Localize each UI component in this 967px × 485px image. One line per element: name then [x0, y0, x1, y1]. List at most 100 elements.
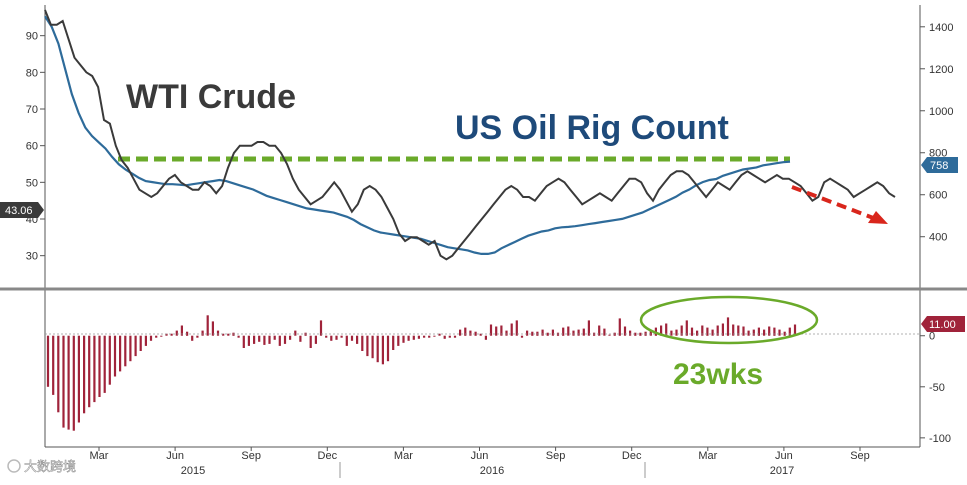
change-bar [366, 335, 369, 357]
change-bar [670, 330, 673, 336]
year-tick-label: 2017 [770, 465, 794, 477]
change-bar [747, 330, 750, 336]
change-tag-bg [921, 316, 965, 332]
change-bar [448, 335, 451, 338]
change-bar [726, 317, 730, 336]
change-bar [57, 335, 60, 413]
change-bar [551, 329, 554, 336]
change-bar [113, 335, 117, 377]
change-bar [149, 335, 153, 341]
change-bar [459, 329, 462, 336]
month-tick-label: Mar [698, 450, 717, 462]
month-tick-label: Dec [318, 450, 338, 462]
change-bar [412, 335, 415, 340]
change-bar [623, 326, 627, 336]
change-bar [139, 335, 142, 351]
change-bar [716, 325, 719, 336]
change-bar [752, 329, 755, 336]
change-bar [103, 335, 106, 393]
change-bar [546, 332, 549, 336]
change-bar [294, 330, 297, 336]
change-bar [278, 335, 281, 346]
change-bar [417, 335, 420, 339]
change-bar [325, 335, 328, 338]
change-bar [783, 331, 786, 336]
change-bar [711, 329, 714, 336]
change-bar [603, 328, 606, 336]
change-bar [562, 327, 565, 336]
left-tick-label: 30 [26, 251, 38, 263]
change-bar [196, 335, 199, 338]
change-bar [62, 335, 65, 428]
change-bar [144, 335, 147, 346]
right-tick-label: 400 [929, 232, 947, 244]
change-bar [742, 326, 745, 336]
change-bar [479, 333, 482, 336]
change-bar [108, 335, 111, 385]
change-bar [201, 330, 204, 336]
change-bar [706, 327, 709, 336]
change-bar [489, 324, 493, 336]
change-bar [93, 335, 96, 403]
change-bar [124, 335, 127, 367]
change-bar [680, 325, 683, 336]
change-bar [67, 335, 70, 430]
change-bar [520, 335, 524, 338]
change-bar [392, 335, 395, 350]
change-bar [170, 333, 173, 336]
right-tick-label: 1000 [929, 106, 953, 118]
change-bar [634, 332, 637, 336]
year-tick-label: 2016 [480, 465, 504, 477]
change-bar [98, 335, 101, 397]
watermark: 大数跨境 [7, 459, 76, 474]
change-bar [253, 335, 256, 344]
change-bar [119, 335, 122, 372]
change-tick-label: -100 [929, 433, 951, 445]
change-bar [696, 330, 699, 336]
change-bar [371, 335, 374, 359]
change-bar [319, 320, 323, 336]
change-bar [386, 335, 390, 362]
change-bar [690, 327, 694, 336]
rig-tag-value: 758 [930, 160, 948, 172]
change-bar [773, 327, 776, 336]
change-bar [381, 335, 384, 365]
change-bar [46, 335, 50, 387]
decline-arrow-head [868, 211, 888, 224]
change-bar [788, 327, 791, 336]
change-bar [160, 335, 163, 337]
change-bar [701, 325, 704, 336]
rig-label: US Oil Rig Count [455, 109, 729, 147]
change-bar [165, 333, 168, 336]
month-tick-label: Sep [850, 450, 870, 462]
change-bar [510, 323, 513, 336]
highlight-ellipse [639, 295, 819, 345]
change-bar [500, 325, 503, 336]
change-bar [453, 335, 457, 338]
change-bar [345, 335, 348, 346]
left-tick-label: 70 [26, 104, 38, 116]
change-bar [191, 335, 194, 341]
change-bar [433, 335, 436, 337]
change-bar [356, 335, 359, 344]
change-bar [464, 327, 467, 336]
watermark-text: 大数跨境 [24, 459, 76, 474]
change-bar [639, 332, 642, 336]
change-bar [469, 330, 472, 336]
change-bar [361, 335, 364, 351]
rig-last-tag: 758 [921, 157, 958, 173]
change-bar [577, 329, 580, 336]
rig-tag-bg [921, 157, 958, 173]
change-bar [129, 335, 132, 362]
axis-ticks: 908070605040301400120010008006004000-50-… [26, 22, 953, 478]
change-tag-value: 11.00 [929, 319, 956, 331]
change-bar [211, 321, 214, 336]
change-bar [52, 335, 55, 395]
change-bar [283, 335, 287, 344]
change-bar [474, 331, 477, 336]
change-bar [155, 335, 158, 338]
change-bar [397, 335, 400, 346]
change-bar [340, 335, 343, 338]
